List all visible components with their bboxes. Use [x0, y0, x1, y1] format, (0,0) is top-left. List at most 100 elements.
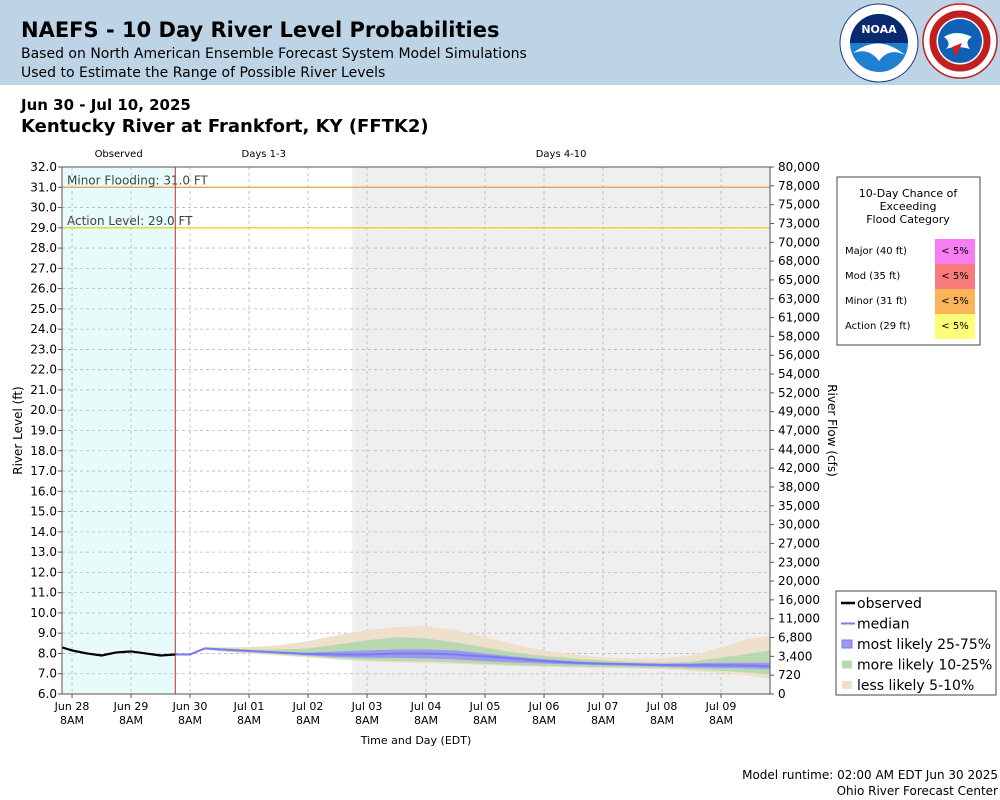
chance-cell [935, 289, 975, 314]
x-tick-time: 8AM [296, 714, 320, 727]
x-tick-time: 8AM [591, 714, 615, 727]
date-range: Jun 30 - Jul 10, 2025 [21, 96, 191, 114]
y-tick-label: 17.0 [30, 464, 57, 478]
x-tick-time: 8AM [532, 714, 556, 727]
y-tick-label: 30.0 [30, 201, 57, 215]
x-tick-time: 8AM [650, 714, 674, 727]
x-tick-time: 8AM [119, 714, 143, 727]
y-tick-label: 15.0 [30, 505, 57, 519]
y-tick-label: 10.0 [30, 606, 57, 620]
y2-tick-label: 11,000 [778, 612, 820, 626]
x-tick-time: 8AM [60, 714, 84, 727]
y-tick-label: 24.0 [30, 322, 57, 336]
chance-value: < 5% [941, 246, 968, 257]
y-tick-label: 11.0 [30, 586, 57, 600]
noaa-logo-icon: NOAA [839, 3, 919, 83]
y2-tick-label: 70,000 [778, 235, 820, 249]
y-tick-label: 25.0 [30, 302, 57, 316]
y-tick-label: 19.0 [30, 424, 57, 438]
y2-tick-label: 44,000 [778, 442, 820, 456]
y2-tick-label: 80,000 [778, 160, 820, 174]
y-tick-label: 31.0 [30, 180, 57, 194]
chance-table-title: Flood Category [866, 213, 950, 226]
x-tick-time: 8AM [473, 714, 497, 727]
y2-tick-label: 23,000 [778, 555, 820, 569]
x-tick-time: 8AM [414, 714, 438, 727]
y2-tick-label: 720 [778, 668, 801, 682]
chance-table-title: 10-Day Chance of [859, 187, 959, 200]
chart-legend: observed median most likely 25-75% more lik… [835, 590, 997, 696]
station-title: Kentucky River at Frankfort, KY (FFTK2) [21, 116, 429, 137]
y-tick-label: 7.0 [38, 667, 57, 681]
x-tick-date: Jul 05 [469, 700, 501, 713]
y-tick-label: 8.0 [38, 646, 57, 660]
x-tick-date: Jun 30 [172, 700, 208, 713]
chance-cell [935, 314, 975, 339]
observed-line [61, 646, 176, 657]
model-runtime: Model runtime: 02:00 AM EDT Jun 30 2025 [742, 768, 998, 782]
y2-tick-label: 20,000 [778, 574, 820, 588]
chance-cell [935, 239, 975, 264]
legend-swatch [842, 660, 852, 669]
legend-label: less likely 5-10% [857, 678, 974, 694]
band-10-25-upper [175, 637, 770, 664]
band-10-25-lower [175, 649, 770, 675]
chance-category-label: Minor (31 ft) [845, 296, 907, 307]
chance-value: < 5% [941, 296, 968, 307]
y-tick-label: 32.0 [30, 160, 57, 174]
legend-swatch [841, 639, 853, 649]
y-tick-label: 21.0 [30, 383, 57, 397]
x-tick-date: Jul 08 [646, 700, 678, 713]
y2-tick-label: 35,000 [778, 499, 820, 513]
page-title: NAEFS - 10 Day River Level Probabilities [21, 18, 500, 42]
x-tick-time: 8AM [709, 714, 733, 727]
x-tick-time: 8AM [178, 714, 202, 727]
y2-tick-label: 56,000 [778, 348, 820, 362]
y2-tick-label: 61,000 [778, 311, 820, 325]
y-tick-label: 27.0 [30, 261, 57, 275]
y-tick-label: 14.0 [30, 525, 57, 539]
period-label-days-4-10: Days 4-10 [536, 149, 587, 160]
noaa-logo-text: NOAA [861, 23, 897, 36]
y2-tick-label: 73,000 [778, 216, 820, 230]
x-tick-date: Jul 03 [351, 700, 383, 713]
y2-axis-label: River Flow (cfs) [825, 384, 839, 477]
y2-tick-label: 75,000 [778, 198, 820, 212]
y2-tick-label: 49,000 [778, 405, 820, 419]
period-label-observed: Observed [95, 149, 143, 160]
x-tick-date: Jul 09 [705, 700, 737, 713]
chance-value: < 5% [941, 321, 968, 332]
y-tick-label: 26.0 [30, 282, 57, 296]
x-tick-date: Jul 01 [233, 700, 265, 713]
page-subtitle-2: Used to Estimate the Range of Possible R… [21, 65, 386, 81]
y2-tick-label: 65,000 [778, 273, 820, 287]
legend-label: more likely 10-25% [857, 658, 992, 674]
y-tick-label: 29.0 [30, 221, 57, 235]
y2-tick-label: 78,000 [778, 179, 820, 193]
y-tick-label: 23.0 [30, 342, 57, 356]
chance-table-title: Exceeding [880, 200, 937, 213]
y-tick-label: 18.0 [30, 444, 57, 458]
y2-tick-label: 47,000 [778, 424, 820, 438]
chance-category-label: Major (40 ft) [845, 246, 907, 257]
y2-tick-label: 3,400 [778, 649, 812, 663]
y-tick-label: 9.0 [38, 626, 57, 640]
x-axis-label: Time and Day (EDT) [360, 734, 472, 747]
y2-tick-label: 58,000 [778, 329, 820, 343]
y-tick-label: 16.0 [30, 484, 57, 498]
y-tick-label: 13.0 [30, 545, 57, 559]
y2-tick-label: 68,000 [778, 254, 820, 268]
action-level-label: Action Level: 29.0 FT [67, 214, 193, 228]
page-subtitle-1: Based on North American Ensemble Forecas… [21, 46, 527, 62]
legend-label: median [857, 617, 909, 633]
band-5-10-upper [175, 626, 770, 663]
legend-label: most likely 25-75% [857, 637, 991, 653]
y-tick-label: 28.0 [30, 241, 57, 255]
minor-flood-label: Minor Flooding: 31.0 FT [67, 173, 209, 187]
y2-tick-label: 27,000 [778, 536, 820, 550]
y2-tick-label: 38,000 [778, 480, 820, 494]
header-banner: NAEFS - 10 Day River Level Probabilities… [0, 0, 1000, 85]
y-tick-label: 6.0 [38, 687, 57, 701]
